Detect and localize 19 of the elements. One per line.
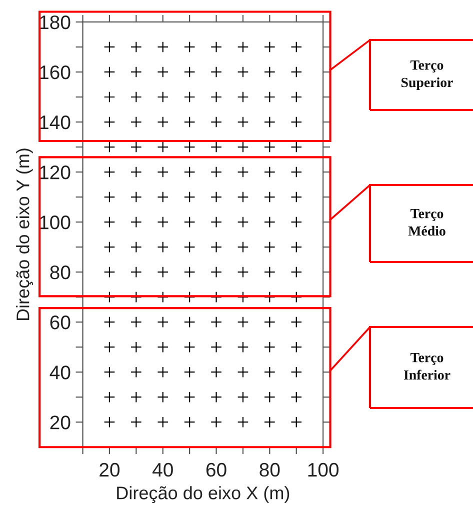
text: Terço Superior bbox=[402, 60, 453, 90]
text: Terço Médio bbox=[408, 209, 446, 236]
text: Terço Inferior bbox=[404, 353, 450, 380]
y-tick-label: 80 bbox=[50, 266, 70, 280]
x-axis-title: Direção do eixo X (m) bbox=[117, 486, 290, 503]
y-tick-label: 40 bbox=[50, 366, 70, 380]
y-axis-title: Direção do eixo Y (m) bbox=[16, 148, 33, 320]
y-tick-label: 100 bbox=[40, 216, 70, 230]
y-tick-label: 120 bbox=[40, 165, 70, 180]
y-tick-label: 20 bbox=[50, 416, 70, 430]
y-tick-label: 140 bbox=[40, 115, 70, 130]
y-tick-label: 180 bbox=[40, 15, 70, 30]
x-tick-label: 60 bbox=[206, 462, 226, 477]
x-tick-label: 20 bbox=[100, 462, 120, 477]
x-tick-label: 80 bbox=[260, 462, 280, 477]
x-tick-label: 100 bbox=[308, 462, 339, 477]
y-tick-label: 160 bbox=[40, 65, 70, 80]
x-tick-label: 40 bbox=[152, 462, 173, 477]
y-tick-label: 60 bbox=[50, 316, 70, 330]
